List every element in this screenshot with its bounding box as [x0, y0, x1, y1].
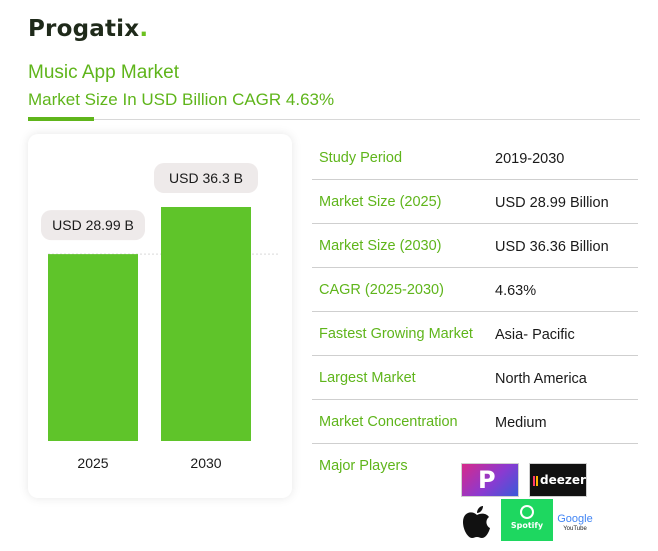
deezer-wordmark: deezer: [540, 473, 586, 487]
stat-value: 2019-2030: [495, 151, 565, 167]
stat-label: Market Size (2025): [319, 194, 442, 210]
data-label-pill: [41, 210, 145, 241]
stat-value: 4.63%: [495, 283, 537, 299]
brand-name: Progatix: [28, 16, 140, 42]
brand-dot: .: [139, 16, 149, 42]
x-tick-label: 2030: [190, 455, 221, 471]
bar-2025[interactable]: [48, 254, 138, 441]
google-wordmark: Google: [557, 513, 593, 525]
stat-row-market-size-2030: Market Size (2030) USD 36.36 Billion: [312, 224, 638, 268]
stat-row-cagr: CAGR (2025-2030) 4.63%: [312, 268, 638, 312]
stat-value: North America: [495, 371, 587, 387]
spotify-wordmark: Spotify: [510, 521, 544, 530]
chart-card: USD 28.99 B 2025 USD 36.3 B 2030: [28, 134, 292, 498]
bar-chart: USD 28.99 B 2025 USD 36.3 B 2030: [41, 163, 280, 471]
stat-label: Study Period: [319, 150, 403, 166]
stat-row-market-size-2025: Market Size (2025) USD 28.99 Billion: [312, 180, 638, 224]
stat-row-fastest-growing: Fastest Growing Market Asia- Pacific: [312, 312, 638, 356]
x-tick-label: 2025: [77, 455, 108, 471]
stat-row-study-period: Study Period 2019-2030: [312, 136, 638, 180]
deezer-bars-icon: [533, 476, 539, 486]
page-title: Music App Market: [28, 62, 179, 83]
market-stats-table: Study Period 2019-2030 Market Size (2025…: [312, 136, 638, 488]
page-subtitle: Market Size In USD Billion CAGR 4.63%: [28, 90, 335, 109]
title-divider: [28, 119, 640, 120]
pandora-logo: P: [461, 463, 519, 497]
stat-label: Market Concentration: [319, 414, 458, 430]
pandora-letter: P: [478, 466, 496, 494]
stat-row-largest-market: Largest Market North America: [312, 356, 638, 400]
bar-2030[interactable]: [161, 207, 251, 441]
stat-label: Fastest Growing Market: [319, 326, 473, 342]
stat-label: Largest Market: [319, 370, 416, 386]
stat-value: USD 36.36 Billion: [495, 239, 609, 255]
spotify-circle-icon: [520, 505, 534, 519]
apple-icon: [463, 506, 490, 538]
spotify-logo: Spotify: [501, 499, 553, 541]
progatix-logo[interactable]: Progatix.: [28, 16, 148, 42]
data-label: USD 28.99 B: [52, 217, 134, 233]
stat-row-major-players: Major Players: [312, 444, 638, 488]
stat-value: USD 28.99 Billion: [495, 195, 609, 211]
stat-value: Medium: [495, 415, 547, 431]
apple-logo: [455, 501, 499, 541]
youtube-wordmark: YouTube: [563, 526, 587, 532]
data-label: USD 36.3 B: [169, 170, 243, 186]
google-youtube-logo: Google YouTube: [555, 501, 595, 541]
stat-value: Asia- Pacific: [495, 327, 575, 343]
stat-label: Market Size (2030): [319, 238, 442, 254]
data-label-pill: [154, 163, 258, 193]
stat-row-market-concentration: Market Concentration Medium: [312, 400, 638, 444]
stat-label: Major Players: [319, 458, 408, 474]
deezer-logo: deezer: [529, 463, 587, 497]
title-accent-bar: [28, 117, 94, 121]
stat-label: CAGR (2025-2030): [319, 282, 444, 298]
major-players-logos: P deezer Spotify Google YouTube: [455, 461, 645, 543]
